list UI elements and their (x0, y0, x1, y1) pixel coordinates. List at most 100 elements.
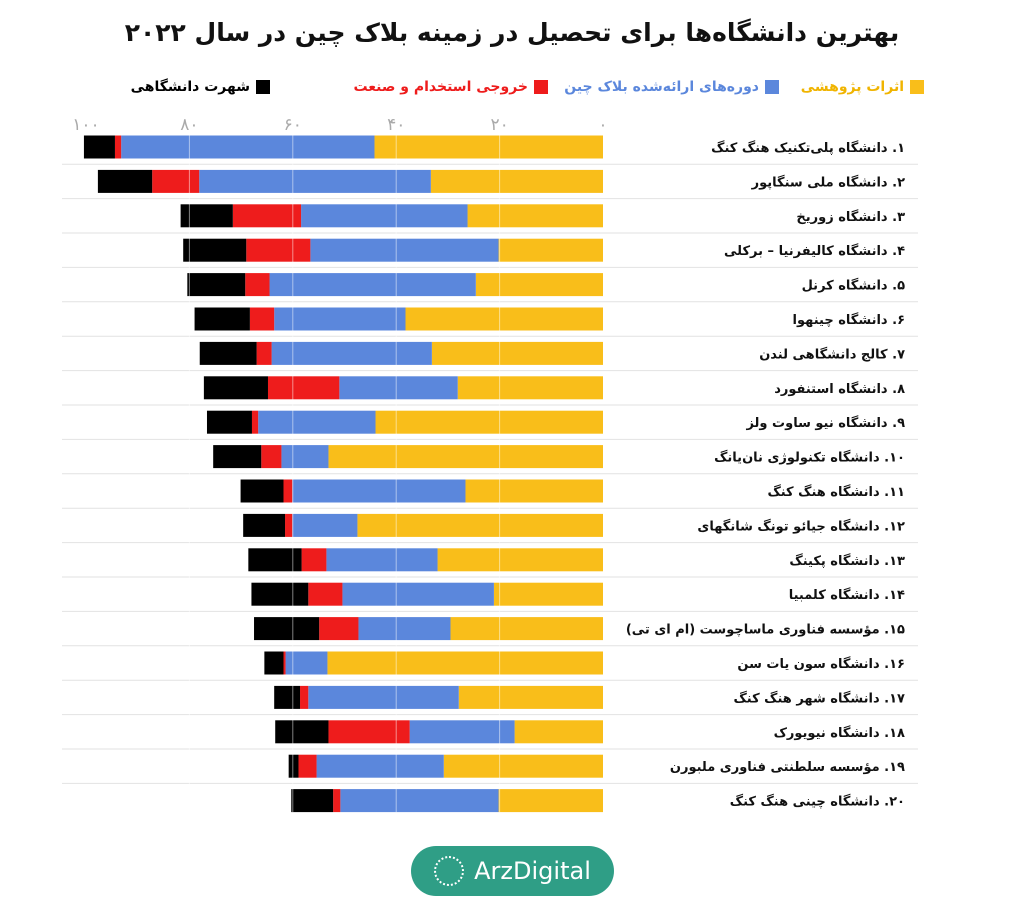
legend-label: اثرات پژوهشی (800, 79, 904, 95)
bar-segment-employment (328, 720, 410, 744)
bar-segment-employment (283, 651, 286, 675)
bar-segment-employment (114, 135, 122, 159)
category-label: ۱۳. دانشگاه پکینگ (789, 553, 905, 569)
bar-segment-research (437, 548, 603, 572)
category-label: ۸. دانشگاه استنفورد (774, 381, 905, 397)
bar-segment-employment (249, 307, 275, 331)
bar-segment-courses (340, 789, 499, 813)
category-label: ۱. دانشگاه پلی‌تکنیک هنگ کنگ (711, 140, 905, 156)
bar-segment-reputation (187, 273, 246, 297)
bar-segment-employment (245, 273, 270, 297)
bar-segment-employment (301, 548, 327, 572)
category-label: ۱۷. دانشگاه شهر هنگ کنگ (733, 690, 905, 706)
legend-swatch (256, 80, 270, 94)
bar-segment-employment (308, 582, 343, 606)
bar-segment-courses (301, 204, 468, 228)
bar-segment-employment (298, 754, 317, 778)
bar-segment-research (431, 341, 603, 365)
bar-segment-courses (271, 341, 432, 365)
bar-segment-reputation (199, 341, 257, 365)
bar-segment-courses (292, 513, 358, 537)
bar-segment-research (328, 445, 603, 469)
bar-segment-research (457, 376, 603, 400)
bar-plot: ۰ ۲۰ ۴۰ ۶۰ ۸۰ ۱۰۰ ۱. دانشگاه پلی‌تکنیک هنگ کنگ… (62, 115, 918, 813)
x-tick-label: ۱۰۰ (72, 115, 99, 135)
bar-segment-reputation (183, 238, 247, 262)
legend-item-courses: دوره‌های ارائه‌شده بلاک چین (564, 79, 779, 95)
bar-segment-research (467, 204, 603, 228)
bar-segment-reputation (203, 376, 268, 400)
category-label: ۱۹. مؤسسه سلطنتی فناوری ملبورن (670, 760, 905, 775)
category-label: ۱۲. دانشگاه جیائو تونگ شانگهای (697, 518, 905, 534)
category-label: ۶. دانشگاه چینهوا (793, 312, 905, 328)
bar-segment-employment (300, 685, 309, 709)
legend-item-employment: خروجی استخدام و صنعت (353, 79, 548, 95)
bar-segment-research (498, 238, 603, 262)
bar-segment-courses (121, 135, 375, 159)
category-label: ۲۰. دانشگاه چینی هنگ کنگ (730, 794, 905, 810)
category-label: ۱۰. دانشگاه تکنولوژی نان‌یانگ (714, 450, 905, 466)
bar-segment-reputation (97, 169, 153, 193)
bar-segment-employment (152, 169, 200, 193)
x-tick-label: ۴۰ (387, 115, 405, 135)
bar-segment-reputation (243, 513, 286, 537)
bar-segment-reputation (275, 720, 329, 744)
bar-segment-courses (339, 376, 458, 400)
bar-segment-courses (269, 273, 476, 297)
category-label: ۱۵. مؤسسه فناوری ماساچوست (ام ای تی) (626, 623, 905, 638)
x-tick-label: ۸۰ (180, 115, 198, 135)
bar-segment-courses (316, 754, 444, 778)
bar-segment-reputation (206, 410, 252, 434)
category-label: ۵. دانشگاه کرنل (802, 278, 905, 294)
bar-segment-research (475, 273, 603, 297)
bar-segment-employment (285, 513, 293, 537)
bar-segment-reputation (240, 479, 284, 503)
bar-segment-research (465, 479, 603, 503)
bar-segment-research (430, 169, 603, 193)
bar-segment-reputation (248, 548, 302, 572)
bar-segment-employment (333, 789, 341, 813)
bar-segment-reputation (251, 582, 309, 606)
category-label: ۲. دانشگاه ملی سنگاپور (751, 174, 905, 190)
bar-segment-research (374, 135, 603, 159)
bar-segment-research (327, 651, 603, 675)
category-label: ۱۱. دانشگاه هنگ کنگ (767, 484, 905, 500)
x-tick-label: ۲۰ (490, 115, 508, 135)
bar-segment-reputation (264, 651, 284, 675)
bar-segment-research (443, 754, 603, 778)
bar-segment-reputation (254, 617, 320, 641)
bar-segment-courses (258, 410, 376, 434)
category-label: ۷. کالج دانشگاهی لندن (759, 346, 905, 362)
logo-icon (434, 856, 465, 886)
bar-segment-courses (409, 720, 515, 744)
bar-segment-reputation (83, 135, 115, 159)
bar-segment-employment (246, 238, 311, 262)
category-label: ۳. دانشگاه زوریخ (796, 209, 905, 225)
x-tick-label: ۶۰ (284, 115, 302, 135)
bar-segment-courses (199, 169, 431, 193)
category-label: ۴. دانشگاه کالیفرنیا – برکلی (724, 243, 905, 259)
bar-segment-employment (283, 479, 293, 503)
bar-segment-reputation (180, 204, 233, 228)
bar-segment-courses (342, 582, 494, 606)
logo-text: ArzDigital (474, 857, 591, 885)
bar-segment-research (375, 410, 603, 434)
bar-segment-courses (310, 238, 499, 262)
category-label: ۱۶. دانشگاه سون یات سن (737, 656, 905, 672)
bar-segment-research (405, 307, 603, 331)
bar-segment-courses (308, 685, 459, 709)
legend-swatch (534, 80, 548, 94)
legend-item-reputation: شهرت دانشگاهی (131, 79, 270, 95)
chart-title: بهترین دانشگاه‌ها برای تحصیل در زمینه بل… (124, 18, 900, 47)
bar-segment-courses (358, 617, 451, 641)
bar-segment-reputation (274, 685, 301, 709)
bar-segment-research (498, 789, 603, 813)
bar-segment-reputation (291, 789, 334, 813)
legend-label: شهرت دانشگاهی (130, 79, 250, 95)
bar-segment-courses (281, 445, 329, 469)
bar-segment-research (493, 582, 603, 606)
bar-segment-employment (319, 617, 359, 641)
bar-segment-courses (326, 548, 438, 572)
bar-segment-employment (256, 341, 272, 365)
legend-label: دوره‌های ارائه‌شده بلاک چین (564, 79, 759, 95)
